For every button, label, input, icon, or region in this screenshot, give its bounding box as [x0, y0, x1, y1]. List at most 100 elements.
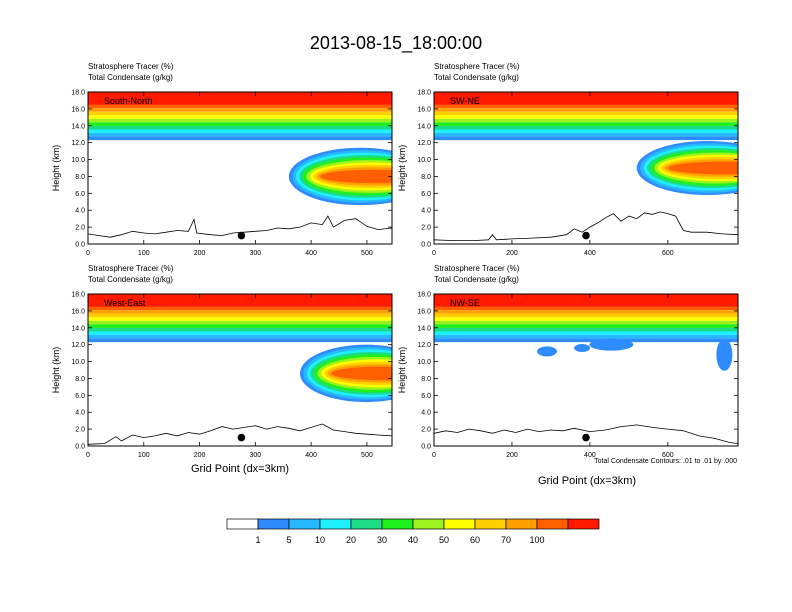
- header-label-condensate: Total Condensate (g/kg): [434, 73, 519, 82]
- y-tick-label: 12.0: [71, 140, 85, 147]
- x-tick-label: 0: [432, 452, 436, 459]
- tracer-band: [88, 338, 392, 343]
- tracer-band: [434, 133, 738, 137]
- terrain-line: [434, 424, 738, 444]
- tracer-band: [88, 310, 392, 314]
- tracer-band: [434, 313, 738, 318]
- x-tick-label: 200: [194, 452, 206, 459]
- colorbar-box: [443, 518, 476, 530]
- tracer-band: [88, 313, 392, 318]
- colorbar-box: [474, 518, 507, 530]
- y-tick-label: 8.0: [75, 174, 85, 181]
- x-axis-label-right: Grid Point (dx=3km): [538, 475, 636, 487]
- colorbar-label: 20: [346, 535, 356, 545]
- y-tick-label: 2.0: [421, 427, 431, 434]
- tracer-band: [434, 125, 738, 130]
- tracer-band: [88, 306, 392, 311]
- field-layers: [434, 294, 738, 444]
- colorbar-label: 5: [286, 535, 291, 545]
- y-tick-label: 18.0: [417, 292, 431, 299]
- tracer-band: [88, 118, 392, 123]
- colorbar-label: 10: [315, 535, 325, 545]
- header-label-condensate: Total Condensate (g/kg): [434, 275, 519, 284]
- y-tick-label: 4.0: [75, 208, 85, 215]
- contour-note: Total Condensate Contours: .01 to .01 by…: [594, 458, 737, 465]
- y-axis-label: Height (km): [51, 347, 61, 394]
- condensate-blob: [537, 346, 558, 357]
- panel-label: SW-NE: [450, 96, 480, 106]
- y-tick-label: 18.0: [71, 292, 85, 299]
- colorbar-label: 50: [439, 535, 449, 545]
- tongue-contour: [320, 169, 392, 184]
- stratosphere-layer: [88, 294, 392, 308]
- y-tick-label: 12.0: [417, 140, 431, 147]
- y-tick-label: 6.0: [421, 191, 431, 198]
- header-label-condensate: Total Condensate (g/kg): [88, 275, 173, 284]
- header-label-tracer: Stratosphere Tracer (%): [434, 62, 520, 71]
- panel-sw-ne: SW-NE Stratosphere Tracer (%) Total Conden…: [397, 62, 739, 257]
- tracer-band: [434, 104, 738, 109]
- y-tick-label: 0.0: [75, 444, 85, 451]
- tracer-band: [88, 320, 392, 325]
- y-tick-label: 6.0: [75, 191, 85, 198]
- field-layers: [88, 92, 392, 240]
- stratosphere-layer: [434, 92, 738, 106]
- colorbar-label: 60: [470, 535, 480, 545]
- tracer-band: [88, 129, 392, 134]
- tracer-band: [434, 320, 738, 325]
- colorbar-label: 70: [501, 535, 511, 545]
- panels: South-North Stratosphere Tracer (%) Total …: [51, 62, 739, 459]
- tracer-band: [88, 133, 392, 137]
- location-marker: [237, 231, 246, 240]
- y-tick-label: 8.0: [421, 376, 431, 383]
- colorbar-box: [226, 518, 259, 530]
- x-tick-label: 0: [432, 250, 436, 257]
- y-tick-label: 0.0: [421, 242, 431, 249]
- y-tick-label: 0.0: [421, 444, 431, 451]
- tracer-band: [88, 125, 392, 130]
- colorbar-box: [257, 518, 290, 530]
- x-tick-label: 300: [249, 250, 261, 257]
- y-tick-label: 16.0: [71, 308, 85, 315]
- terrain-line: [434, 211, 738, 242]
- panel-west-east: West-East Stratosphere Tracer (%) Total Co…: [51, 264, 393, 459]
- y-tick-label: 8.0: [75, 376, 85, 383]
- tracer-band: [88, 317, 392, 321]
- tracer-band: [88, 136, 392, 141]
- header-label-tracer: Stratosphere Tracer (%): [88, 264, 174, 273]
- tracer-band: [88, 324, 392, 328]
- colorbar-label: 30: [377, 535, 387, 545]
- tracer-band: [434, 111, 738, 116]
- tracer-band: [434, 335, 738, 339]
- tracer-band: [434, 115, 738, 119]
- y-axis-label: Height (km): [51, 145, 61, 192]
- y-tick-label: 14.0: [417, 325, 431, 332]
- plot-frame: [433, 293, 739, 447]
- x-tick-label: 0: [86, 250, 90, 257]
- panel-label: South-North: [104, 96, 153, 106]
- y-tick-label: 10.0: [71, 359, 85, 366]
- stratosphere-layer: [434, 294, 738, 308]
- y-tick-label: 16.0: [417, 106, 431, 113]
- y-axis-label: Height (km): [397, 347, 407, 394]
- x-tick-label: 600: [662, 452, 674, 459]
- location-marker: [582, 433, 590, 442]
- y-tick-label: 4.0: [421, 208, 431, 215]
- x-tick-label: 200: [506, 452, 518, 459]
- panel-label: NW-SE: [450, 298, 480, 308]
- condensate-blob: [589, 338, 634, 351]
- y-axis-label: Height (km): [397, 145, 407, 192]
- y-tick-label: 18.0: [417, 90, 431, 97]
- panel-label: West-East: [104, 298, 146, 308]
- tracer-band: [434, 122, 738, 126]
- y-tick-label: 14.0: [417, 123, 431, 130]
- colorbar-label: 100: [529, 535, 544, 545]
- y-tick-label: 0.0: [75, 242, 85, 249]
- y-tick-label: 10.0: [417, 157, 431, 164]
- tracer-band: [434, 317, 738, 321]
- terrain-line: [88, 215, 392, 238]
- tracer-band: [434, 136, 738, 141]
- tracer-band: [434, 331, 738, 336]
- colorbar-box: [505, 518, 538, 530]
